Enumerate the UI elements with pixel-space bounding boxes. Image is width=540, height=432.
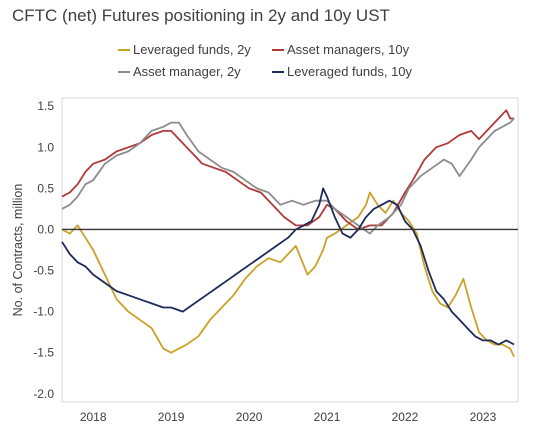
plot-area — [61, 97, 519, 403]
legend-label: Leveraged funds, 2y — [133, 42, 251, 57]
x-tick-label: 2021 — [314, 410, 341, 424]
x-tick-label: 2022 — [392, 410, 419, 424]
y-tick-label: -1.0 — [33, 305, 54, 319]
y-tick-label: 1.0 — [37, 140, 54, 154]
y-axis: 1.5 1.0 0.5 0.0 -0.5 -1.0 -1.5 -2.0 — [33, 99, 54, 401]
y-tick-label: 0.5 — [37, 181, 54, 195]
chart-title: CFTC (net) Futures positioning in 2y and… — [12, 6, 390, 25]
x-tick-label: 2018 — [80, 410, 107, 424]
y-axis-label: No. of Contracts, million — [11, 184, 25, 317]
series-line-4 — [61, 187, 515, 346]
x-axis: 2018 2019 2020 2021 2022 2023 — [80, 410, 497, 424]
series-line-3 — [61, 117, 515, 235]
y-tick-label: 0.0 — [37, 222, 54, 236]
series-line-2 — [61, 109, 515, 231]
x-tick-label: 2019 — [158, 410, 185, 424]
y-tick-label: -1.5 — [33, 346, 54, 360]
legend-label: Asset manager, 2y — [133, 64, 241, 79]
y-tick-label: -2.0 — [33, 387, 54, 401]
y-tick-label: 1.5 — [37, 99, 54, 113]
y-tick-label: -0.5 — [33, 264, 54, 278]
x-tick-label: 2023 — [470, 410, 497, 424]
legend: Leveraged funds, 2y Asset managers, 10y As… — [118, 42, 413, 79]
series-layer — [61, 109, 515, 358]
series-line-1 — [61, 191, 515, 358]
legend-label: Asset managers, 10y — [287, 42, 410, 57]
x-tick-label: 2020 — [236, 410, 263, 424]
legend-label: Leveraged funds, 10y — [287, 64, 413, 79]
